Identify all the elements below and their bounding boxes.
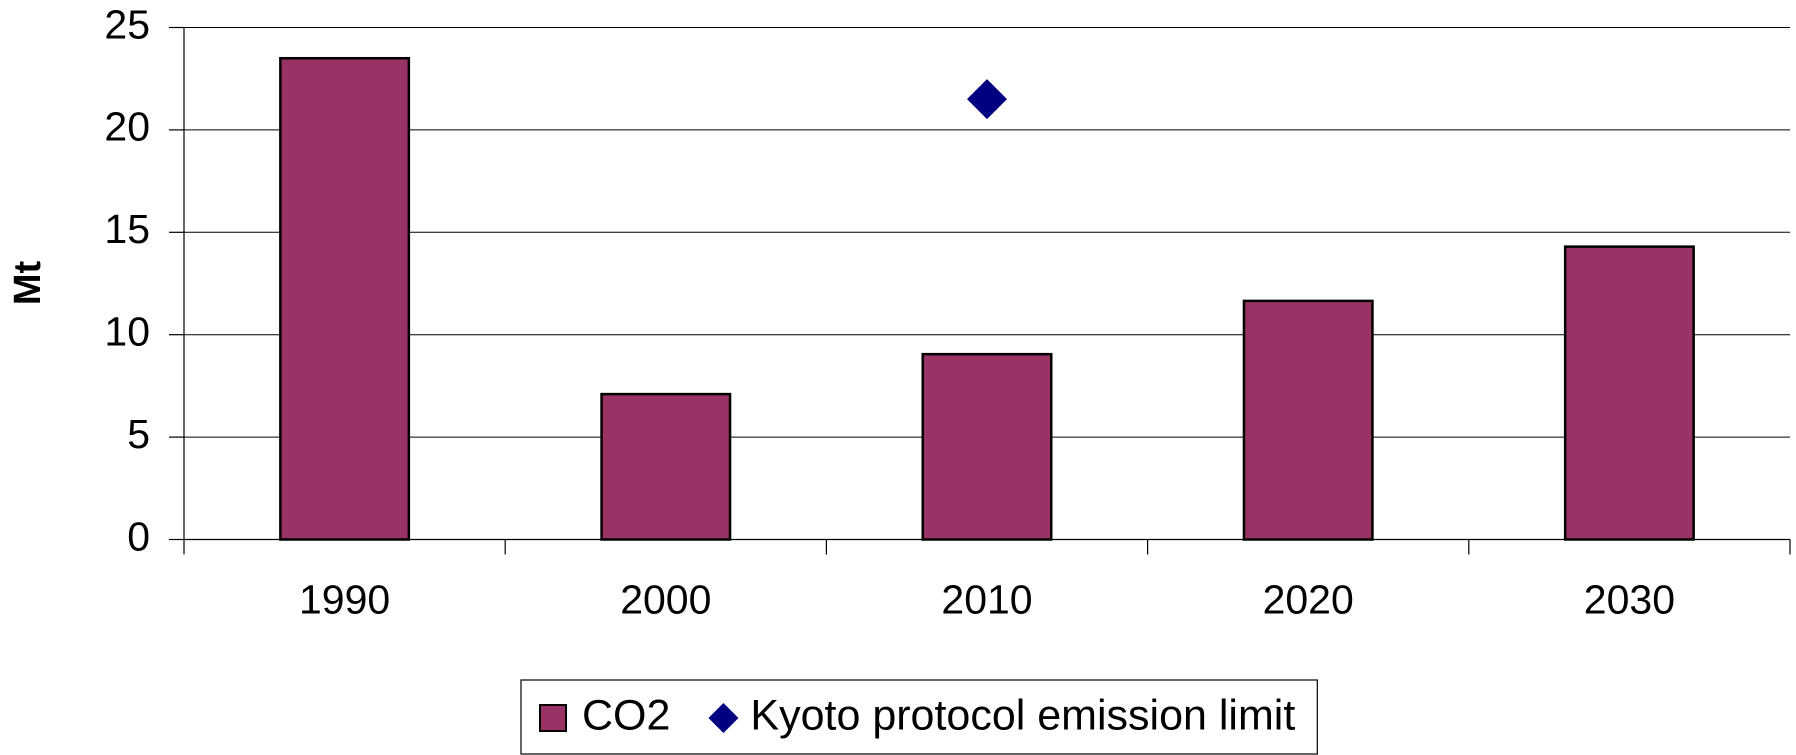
x-tick-label: 2010 bbox=[941, 576, 1032, 622]
bar bbox=[279, 56, 411, 541]
legend-swatch bbox=[708, 703, 739, 733]
bar bbox=[1563, 245, 1695, 541]
y-tick-label: 15 bbox=[104, 206, 150, 252]
x-tick-label: 2020 bbox=[1263, 576, 1354, 622]
diamond-marker bbox=[967, 79, 1007, 120]
bar bbox=[600, 392, 732, 541]
y-tick-label: 25 bbox=[104, 1, 150, 47]
legend-swatch bbox=[539, 704, 567, 732]
y-tick-label: 0 bbox=[127, 513, 150, 559]
legend-box bbox=[520, 679, 1318, 755]
x-tick-label: 2030 bbox=[1584, 576, 1675, 622]
bar bbox=[1242, 299, 1374, 541]
x-tick-label: 2000 bbox=[620, 576, 711, 622]
x-tick-label: 1990 bbox=[299, 576, 390, 622]
bar bbox=[921, 352, 1053, 541]
y-tick-label: 5 bbox=[127, 411, 150, 457]
legend-label: CO2 bbox=[582, 691, 670, 739]
legend: CO2 Kyoto protocol emission limit bbox=[520, 679, 1318, 755]
legend-label: Kyoto protocol emission limit bbox=[750, 691, 1295, 739]
y-axis-label: Mt bbox=[7, 261, 49, 306]
y-tick-label: 20 bbox=[104, 104, 150, 150]
y-tick-label: 10 bbox=[104, 309, 150, 355]
